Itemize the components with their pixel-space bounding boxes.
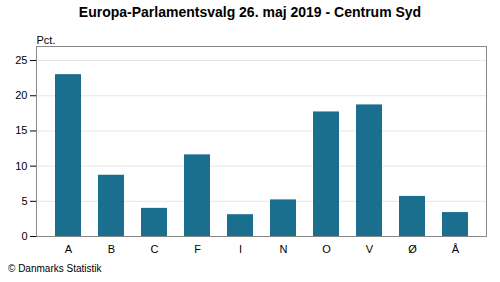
svg-text:A: A [65,243,73,255]
svg-text:Pct.: Pct. [37,34,56,46]
svg-text:B: B [108,243,115,255]
svg-text:20: 20 [15,89,27,101]
svg-text:0: 0 [21,230,27,242]
svg-text:F: F [194,243,201,255]
html-text:Europa-Parlamentsvalg 26. maj: Europa-Parlamentsvalg 26. maj 2019 - Cen… [78,4,422,20]
svg-text:C: C [151,243,159,255]
html-text:© Danmarks Statistik: © Danmarks Statistik [8,263,102,274]
svg-text:I: I [239,243,242,255]
svg-text:N: N [280,243,288,255]
svg-text:15: 15 [15,124,27,136]
svg-text:Ø: Ø [408,243,417,255]
svg-text:O: O [322,243,331,255]
svg-text:Å: Å [452,243,460,255]
svg-text:10: 10 [15,160,27,172]
svg-text:5: 5 [21,195,27,207]
svg-text:V: V [366,243,374,255]
svg-text:25: 25 [15,54,27,66]
